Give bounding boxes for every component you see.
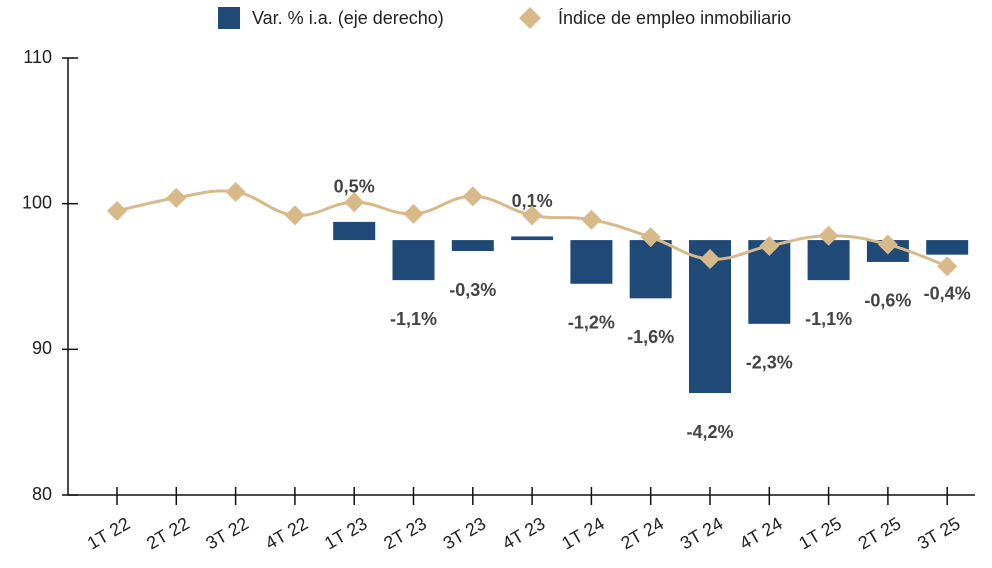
marker: [166, 187, 187, 208]
marker: [877, 234, 898, 255]
y-tick-label: 100: [22, 192, 52, 212]
value-label: 0,1%: [512, 191, 553, 211]
x-tick-label: 2T 24: [617, 513, 667, 553]
marker: [225, 182, 246, 203]
x-tick-label: 1T 22: [84, 513, 134, 553]
bar: [807, 240, 850, 281]
bar: [629, 240, 672, 299]
x-tick-label: 1T 25: [795, 513, 845, 553]
value-label: -1,1%: [805, 309, 852, 329]
marker: [818, 225, 839, 246]
value-label: -1,6%: [627, 327, 674, 347]
marker: [937, 256, 958, 277]
x-tick-label: 3T 22: [202, 513, 252, 553]
value-label: -1,1%: [390, 309, 437, 329]
value-label: -0,4%: [924, 283, 971, 303]
bar: [451, 240, 494, 252]
value-label: -4,2%: [686, 422, 733, 442]
value-label: -0,6%: [864, 291, 911, 311]
value-label: -0,3%: [449, 280, 496, 300]
marker: [759, 235, 780, 256]
marker: [522, 205, 543, 226]
marker: [462, 186, 483, 207]
x-tick-label: 4T 23: [499, 513, 549, 553]
x-tick-label: 2T 22: [143, 513, 193, 553]
y-tick-label: 110: [23, 47, 52, 67]
value-label: -2,3%: [746, 353, 793, 373]
x-tick-label: 1T 23: [321, 513, 371, 553]
marker: [107, 200, 127, 221]
x-tick-label: 3T 24: [677, 513, 727, 553]
legend-swatch: [218, 7, 240, 29]
bar: [511, 236, 554, 241]
value-label: -1,2%: [568, 313, 615, 333]
legend-label: Índice de empleo inmobiliario: [558, 8, 791, 28]
y-tick-label: 80: [32, 484, 52, 504]
x-tick-label: 2T 25: [855, 513, 905, 553]
marker: [403, 203, 424, 224]
bar: [333, 221, 376, 241]
legend-swatch: [519, 7, 541, 29]
marker: [284, 205, 305, 226]
marker: [640, 227, 661, 248]
bar: [570, 240, 613, 284]
bar: [926, 240, 969, 255]
value-label: 0,5%: [334, 177, 375, 197]
x-tick-label: 2T 23: [380, 513, 430, 553]
marker: [581, 209, 602, 230]
x-tick-label: 3T 23: [440, 513, 490, 553]
x-tick-label: 1T 24: [558, 513, 608, 553]
marker: [344, 192, 365, 213]
y-tick-label: 90: [32, 338, 52, 358]
x-tick-label: 4T 24: [736, 513, 786, 553]
marker: [700, 249, 720, 270]
x-tick-label: 4T 22: [262, 513, 312, 553]
legend-label: Var. % i.a. (eje derecho): [252, 8, 444, 28]
x-tick-label: 3T 25: [914, 513, 964, 553]
bar: [392, 240, 435, 281]
